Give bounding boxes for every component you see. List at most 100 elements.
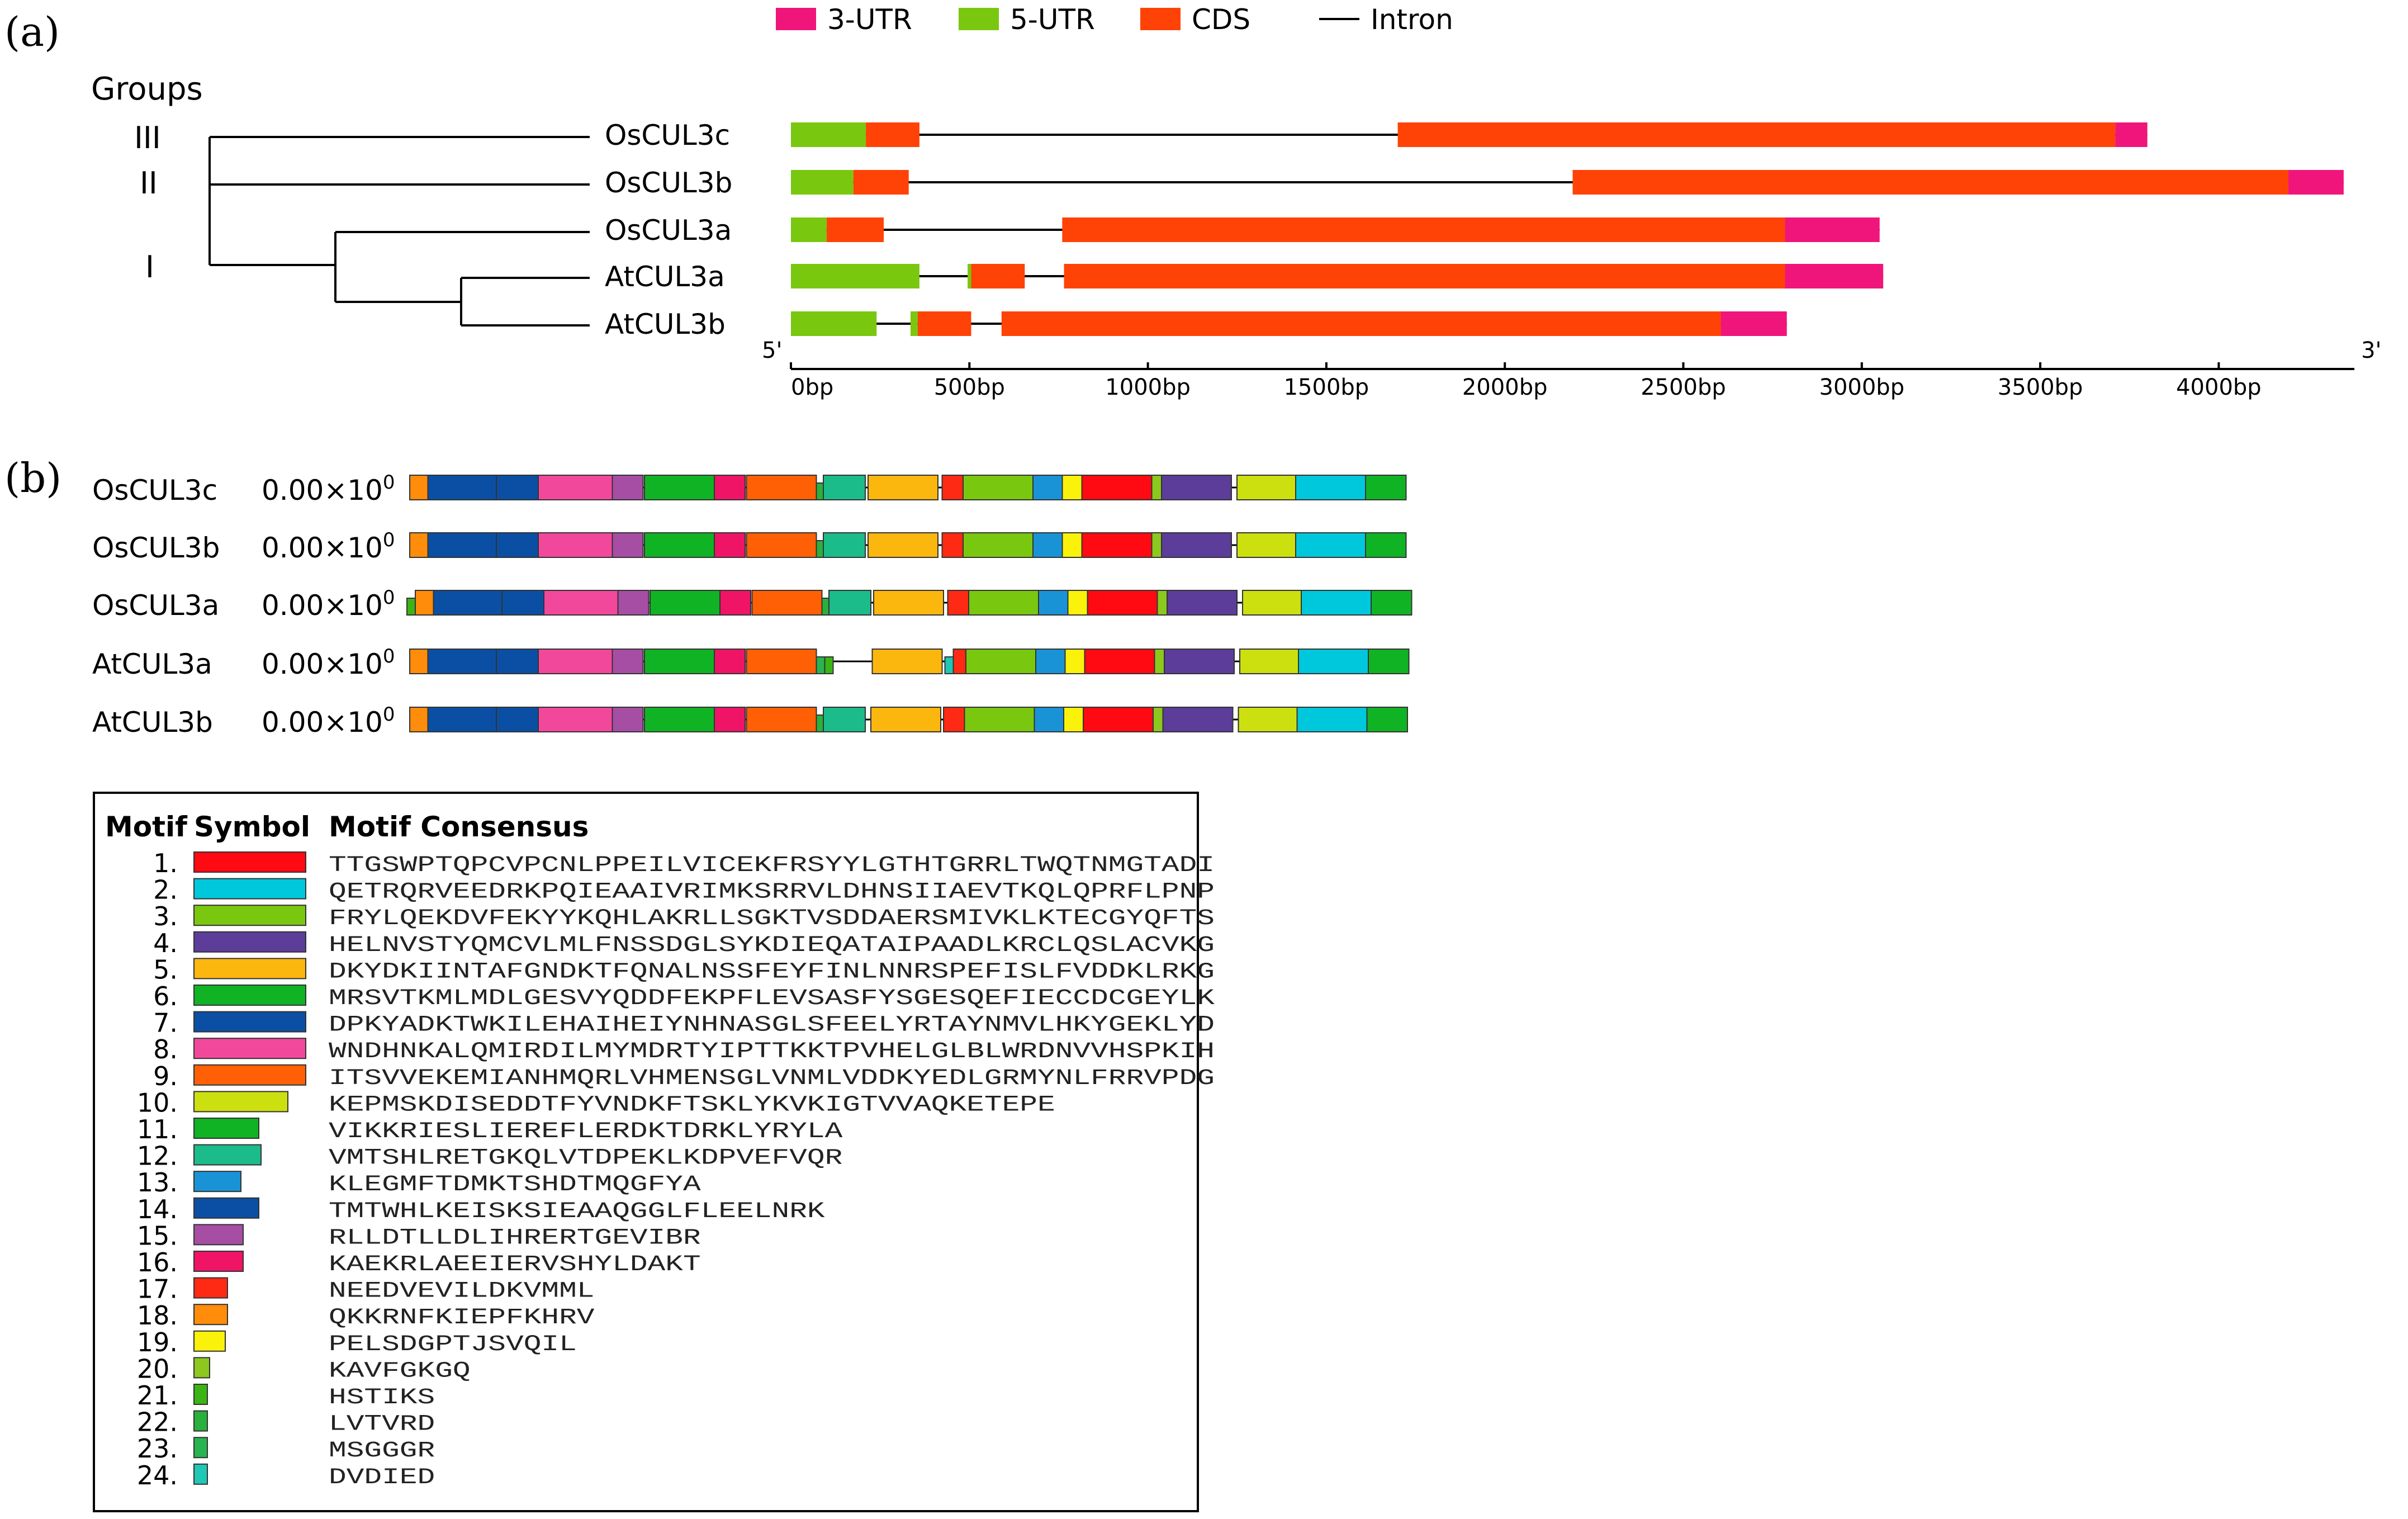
motif-box-8 [538, 707, 613, 732]
gene-name-atcul3a: AtCUL3a [605, 261, 725, 293]
feature-3-utr [1720, 311, 1787, 336]
motif-box-1 [1084, 649, 1155, 674]
motif-row-9: 9. ITSVVEKEMIANHMQRLVHMENSGLVNMLVDDKYEDLG… [153, 1061, 1215, 1091]
legend-swatch-3-utr [776, 8, 816, 30]
motif-row-22: 22. LVTVRD [137, 1407, 435, 1437]
motif-symbol [193, 1011, 306, 1033]
motif-box-3 [964, 707, 1035, 732]
gene-structure-atcul3a [791, 264, 1884, 288]
gene-names: OsCUL3c OsCUL3b OsCUL3a AtCUL3a AtCUL3b [605, 119, 732, 340]
feature-5-utr [791, 311, 877, 336]
motif-box-11 [1368, 649, 1410, 674]
motif-consensus: ITSVVEKEMIANHMQRLVHMENSGLVNMLVDDKYEDLGRM… [329, 1066, 1215, 1091]
motif-box-18 [409, 707, 429, 732]
motif-table-rows: 1. TTGSWPTQPCVPCNLPPEILVICEKFRSYYLGTHTGRR… [137, 848, 1215, 1490]
motif-box-10 [1239, 649, 1299, 674]
motif-box-19 [1061, 475, 1083, 500]
motif-box-8 [538, 475, 613, 500]
motif-box-9 [746, 649, 817, 674]
motif-symbol [193, 1384, 208, 1405]
motif-box-15 [612, 475, 644, 500]
protein-name: AtCUL3b [92, 706, 213, 739]
motif-box-16 [714, 475, 746, 500]
motif-box-3 [968, 590, 1039, 616]
motif-box-4 [1164, 649, 1235, 674]
motif-box-4 [1162, 707, 1234, 732]
motif-row-1: 1. TTGSWPTQPCVPCNLPPEILVICEKFRSYYLGTHTGRR… [153, 848, 1215, 878]
motif-box-13 [1032, 532, 1063, 558]
motif-box-19 [1063, 707, 1084, 732]
axis-tick-label: 3000bp [1819, 375, 1905, 400]
motif-row-13: 13. KLEGMFTDMKTSHDTMQGFYA [137, 1167, 701, 1198]
axis-tick-label: 2000bp [1462, 375, 1548, 400]
feature-3-utr [1785, 217, 1880, 242]
motif-box-12 [823, 707, 866, 732]
motif-box-9 [746, 707, 817, 732]
motif-box-20 [1153, 707, 1164, 732]
motif-box-11 [1366, 707, 1408, 732]
motif-symbol [193, 1437, 208, 1459]
motif-box-21 [824, 656, 834, 674]
motif-consensus: KEPMSKDISEDDTFYVNDKFTSKLYKVKIGTVVAQKETEP… [329, 1092, 1055, 1118]
motif-box-15 [612, 532, 644, 558]
axis-tick-label: 2500bp [1641, 375, 1726, 400]
motif-box-8 [538, 649, 613, 674]
protein-pvalue-exponent: 0 [383, 529, 395, 551]
protein-oscul3b: OsCUL3b 0.00×100 [92, 529, 1407, 564]
feature-3-utr [1785, 264, 1884, 288]
protein-pvalue-exponent: 0 [383, 471, 395, 494]
motif-box-14 [501, 590, 544, 616]
motif-box-17 [941, 475, 964, 500]
protein-name: OsCUL3b [92, 532, 220, 564]
motif-box-5 [873, 590, 944, 616]
motif-symbol [193, 1277, 228, 1299]
motif-consensus: KAEKRLAEEIERVSHYLDAKT [329, 1252, 701, 1277]
motif-box-15 [612, 649, 644, 674]
motif-box-12 [823, 475, 866, 500]
feature-cds [1064, 264, 1785, 288]
feature-3-utr [2288, 170, 2344, 195]
panel-a: (a) 3-UTR 5-UTR CDS Intron Groups III II I … [4, 3, 2382, 400]
motif-number: 11. [137, 1114, 178, 1144]
gene-structures [791, 122, 2344, 336]
motif-box-6 [644, 649, 715, 674]
motif-box-23 [816, 656, 826, 674]
motif-number: 15. [137, 1220, 178, 1251]
protein-atcul3a: AtCUL3a 0.00×100 [92, 645, 1410, 680]
motif-box-16 [719, 590, 751, 616]
motif-row-6: 6. MRSVTKMLMDLGESVYQDDFEKPFLEVSASFYSGESQE… [153, 981, 1215, 1011]
motif-number: 14. [137, 1194, 178, 1224]
motif-table-header-symbol: Symbol [194, 811, 310, 843]
motif-box-11 [1365, 532, 1407, 558]
panel-a-label: (a) [4, 8, 60, 55]
axis-tick-label: 1500bp [1284, 375, 1369, 400]
axis-3prime-label: 3' [2361, 338, 2381, 363]
legend-swatch-5-utr [959, 8, 999, 30]
motif-box-18 [409, 532, 429, 558]
motif-box-19 [1064, 649, 1086, 674]
motif-box-8 [543, 590, 619, 616]
motif-box-5 [868, 475, 938, 500]
motif-consensus: TMTWHLKEISKSIEAAQGGLFLEELNRK [329, 1199, 825, 1224]
motif-box-17 [952, 649, 966, 674]
motif-number: 17. [137, 1274, 178, 1304]
phylogenetic-tree [208, 136, 590, 326]
motif-consensus: KLEGMFTDMKTSHDTMQGFYA [329, 1172, 701, 1198]
motif-box-6 [644, 532, 715, 558]
motif-symbol [193, 1330, 226, 1352]
motif-consensus: QKKRNFKIEPFKHRV [329, 1305, 595, 1331]
motif-box-2 [1295, 532, 1366, 558]
motif-row-17: 17. NEEDVEVILDKVMML [137, 1274, 595, 1304]
motif-number: 7. [153, 1008, 178, 1038]
motif-box-6 [644, 707, 715, 732]
legend-label-intron: Intron [1371, 3, 1453, 36]
motif-box-20 [1151, 532, 1162, 558]
legend-label-cds: CDS [1192, 3, 1250, 36]
motif-number: 2. [153, 875, 178, 905]
motif-symbol [193, 878, 306, 900]
motif-box-10 [1236, 475, 1296, 500]
motif-table-header-consensus: Motif Consensus [329, 811, 589, 843]
motif-box-15 [612, 707, 644, 732]
motif-box-12 [828, 590, 871, 616]
